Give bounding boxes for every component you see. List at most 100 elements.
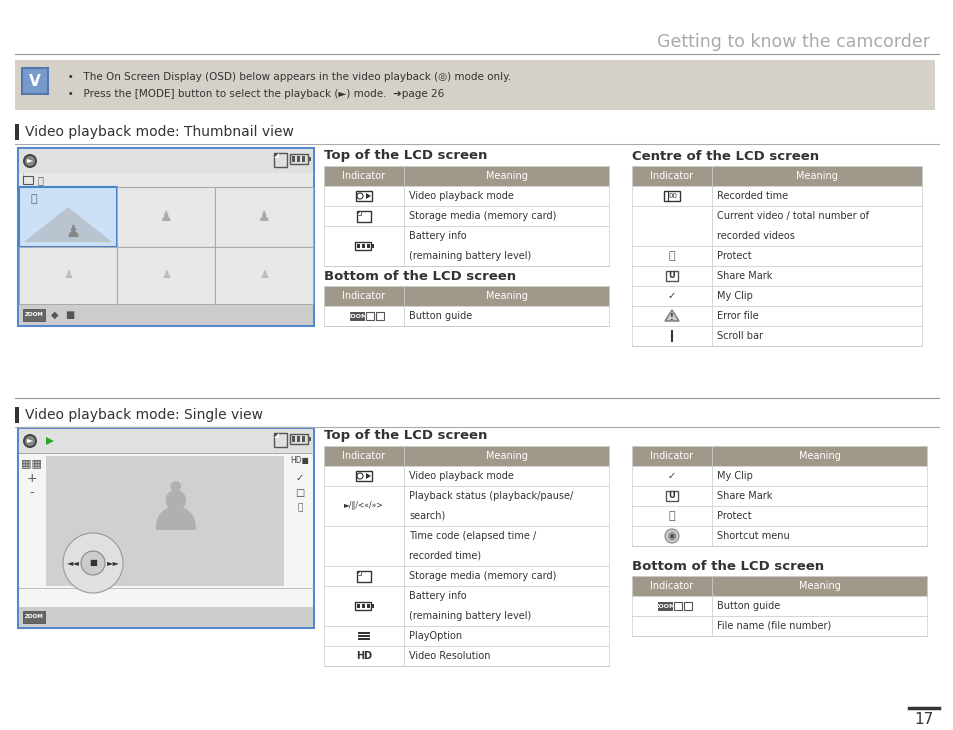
Bar bbox=[711, 186, 921, 206]
Bar bbox=[18, 428, 314, 628]
Text: Bottom of the LCD screen: Bottom of the LCD screen bbox=[631, 559, 823, 572]
Text: Video playback mode: Single view: Video playback mode: Single view bbox=[25, 408, 263, 422]
Bar bbox=[350, 312, 364, 320]
Bar bbox=[292, 436, 294, 442]
Bar bbox=[324, 166, 403, 186]
Circle shape bbox=[25, 156, 35, 166]
Bar bbox=[302, 436, 305, 442]
Text: Meaning: Meaning bbox=[485, 291, 527, 301]
Text: (remaining battery level): (remaining battery level) bbox=[409, 251, 531, 261]
Text: Indicator: Indicator bbox=[650, 581, 693, 591]
Bar bbox=[403, 306, 608, 326]
Bar bbox=[302, 156, 305, 162]
Text: ■: ■ bbox=[66, 310, 74, 320]
Circle shape bbox=[23, 154, 37, 168]
Text: Button guide: Button guide bbox=[409, 311, 472, 321]
Bar bbox=[631, 486, 711, 506]
Bar bbox=[355, 602, 371, 610]
Text: Meaning: Meaning bbox=[485, 451, 527, 461]
Bar bbox=[403, 446, 608, 466]
Bar bbox=[19, 305, 313, 325]
Text: ◆: ◆ bbox=[51, 310, 59, 320]
Text: ♟: ♟ bbox=[257, 210, 270, 224]
Text: Video playback mode: Thumbnail view: Video playback mode: Thumbnail view bbox=[25, 125, 294, 139]
Text: 🔑: 🔑 bbox=[668, 511, 675, 521]
Text: ♟: ♟ bbox=[161, 270, 171, 280]
Bar bbox=[324, 306, 403, 326]
Text: ►/‖/<«/»>: ►/‖/<«/»> bbox=[344, 502, 383, 510]
Text: ZOOM: ZOOM bbox=[346, 313, 367, 318]
Bar bbox=[658, 602, 671, 610]
Bar bbox=[15, 407, 19, 423]
Bar bbox=[631, 326, 711, 346]
Bar bbox=[214, 187, 313, 247]
Bar bbox=[631, 306, 711, 326]
Bar bbox=[19, 607, 313, 627]
Text: +: + bbox=[27, 472, 37, 485]
Text: Protect: Protect bbox=[717, 511, 751, 521]
Text: Indicator: Indicator bbox=[342, 171, 385, 181]
Bar bbox=[324, 206, 403, 226]
Text: Shortcut menu: Shortcut menu bbox=[717, 531, 789, 541]
Text: Indicator: Indicator bbox=[650, 451, 693, 461]
Bar bbox=[274, 433, 278, 438]
Text: (remaining battery level): (remaining battery level) bbox=[409, 611, 531, 621]
Text: Video playback mode: Video playback mode bbox=[409, 191, 514, 201]
Bar bbox=[22, 68, 48, 94]
Text: ►►: ►► bbox=[107, 558, 119, 567]
Text: 00: 00 bbox=[668, 193, 677, 199]
Bar bbox=[631, 596, 711, 616]
Bar bbox=[711, 616, 926, 636]
Bar bbox=[631, 206, 711, 246]
Text: Getting to know the camcorder: Getting to know the camcorder bbox=[657, 33, 929, 51]
Text: ZOOM: ZOOM bbox=[654, 604, 675, 609]
Bar bbox=[711, 286, 921, 306]
Bar bbox=[665, 491, 678, 501]
Bar bbox=[274, 153, 287, 167]
Bar bbox=[366, 312, 374, 320]
Text: 🔑: 🔑 bbox=[668, 251, 675, 261]
Bar bbox=[711, 506, 926, 526]
Text: ✓: ✓ bbox=[667, 291, 676, 301]
Bar bbox=[355, 471, 372, 481]
Bar bbox=[357, 638, 370, 640]
Text: !: ! bbox=[669, 312, 673, 321]
Bar bbox=[308, 157, 311, 161]
Bar bbox=[324, 486, 403, 526]
Text: 17: 17 bbox=[913, 712, 933, 726]
Bar bbox=[356, 244, 359, 248]
Text: Indicator: Indicator bbox=[650, 171, 693, 181]
Bar bbox=[631, 576, 711, 596]
Bar bbox=[19, 429, 313, 453]
Bar bbox=[711, 266, 921, 286]
Text: PlayOption: PlayOption bbox=[409, 631, 461, 641]
Bar bbox=[356, 571, 371, 582]
Bar bbox=[308, 437, 311, 441]
Bar bbox=[631, 526, 711, 546]
Bar bbox=[665, 271, 678, 281]
Bar bbox=[711, 446, 926, 466]
Bar bbox=[711, 486, 926, 506]
Bar bbox=[324, 586, 403, 626]
Text: -: - bbox=[30, 486, 34, 499]
Text: Centre of the LCD screen: Centre of the LCD screen bbox=[631, 150, 819, 163]
Text: ZOOM: ZOOM bbox=[25, 312, 43, 318]
Polygon shape bbox=[356, 571, 360, 575]
Circle shape bbox=[664, 529, 679, 543]
Bar bbox=[403, 586, 608, 626]
Bar bbox=[23, 309, 45, 321]
Bar bbox=[356, 604, 359, 608]
Text: Button guide: Button guide bbox=[717, 601, 780, 611]
Bar bbox=[711, 326, 921, 346]
Bar bbox=[274, 433, 287, 447]
Text: Error file: Error file bbox=[717, 311, 758, 321]
Bar bbox=[324, 186, 403, 206]
Text: V: V bbox=[30, 74, 41, 88]
Bar bbox=[367, 244, 370, 248]
Text: ■: ■ bbox=[89, 558, 97, 567]
Bar bbox=[214, 247, 313, 304]
Bar bbox=[711, 466, 926, 486]
Bar bbox=[19, 187, 117, 247]
Bar bbox=[290, 434, 308, 444]
Bar bbox=[371, 604, 374, 608]
